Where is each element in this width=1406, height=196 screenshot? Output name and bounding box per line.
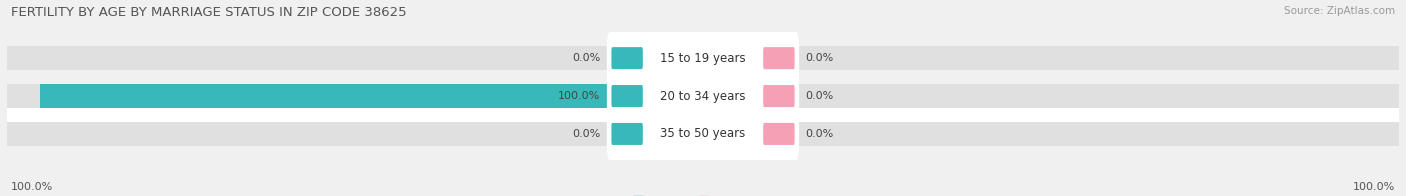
- Text: 0.0%: 0.0%: [572, 129, 600, 139]
- FancyBboxPatch shape: [612, 123, 643, 145]
- Bar: [41, 84, 703, 108]
- Bar: [7, 46, 1399, 70]
- Text: 100.0%: 100.0%: [1353, 182, 1395, 192]
- FancyBboxPatch shape: [763, 123, 794, 145]
- Text: 0.0%: 0.0%: [806, 129, 834, 139]
- FancyBboxPatch shape: [607, 33, 799, 84]
- Text: 100.0%: 100.0%: [558, 91, 600, 101]
- Text: 20 to 34 years: 20 to 34 years: [661, 90, 745, 103]
- Bar: [7, 46, 1399, 70]
- FancyBboxPatch shape: [607, 71, 799, 122]
- Text: 0.0%: 0.0%: [572, 53, 600, 63]
- Bar: [7, 122, 1399, 146]
- Text: 0.0%: 0.0%: [806, 91, 834, 101]
- Text: 100.0%: 100.0%: [11, 182, 53, 192]
- FancyBboxPatch shape: [763, 47, 794, 69]
- Bar: [7, 108, 1399, 122]
- FancyBboxPatch shape: [607, 108, 799, 159]
- Text: 35 to 50 years: 35 to 50 years: [661, 127, 745, 140]
- Text: FERTILITY BY AGE BY MARRIAGE STATUS IN ZIP CODE 38625: FERTILITY BY AGE BY MARRIAGE STATUS IN Z…: [11, 6, 406, 19]
- FancyBboxPatch shape: [612, 85, 643, 107]
- Text: Source: ZipAtlas.com: Source: ZipAtlas.com: [1284, 6, 1395, 16]
- Bar: [7, 122, 1399, 146]
- Bar: [7, 84, 1399, 108]
- FancyBboxPatch shape: [612, 47, 643, 69]
- Text: 15 to 19 years: 15 to 19 years: [661, 52, 745, 65]
- Bar: [7, 108, 1399, 122]
- Bar: [7, 84, 1399, 108]
- Text: 0.0%: 0.0%: [806, 53, 834, 63]
- FancyBboxPatch shape: [763, 85, 794, 107]
